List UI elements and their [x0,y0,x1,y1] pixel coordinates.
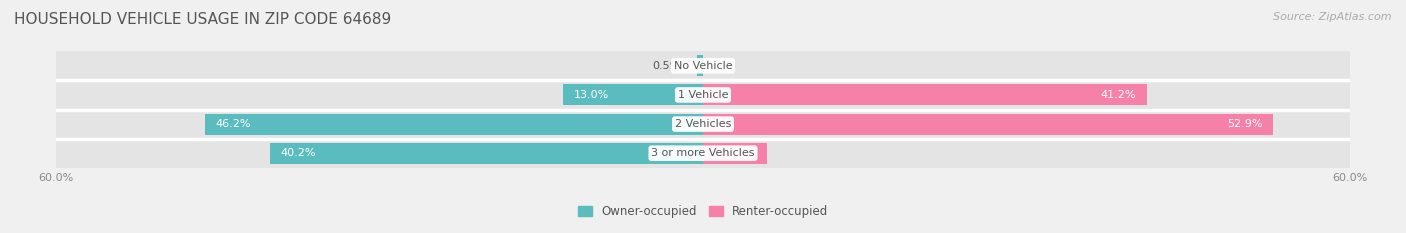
Text: 40.2%: 40.2% [280,148,316,158]
Text: 1 Vehicle: 1 Vehicle [678,90,728,100]
Bar [56,51,1350,80]
Text: No Vehicle: No Vehicle [673,61,733,71]
Text: 0.59%: 0.59% [652,61,688,71]
Text: 5.9%: 5.9% [727,148,756,158]
Bar [562,85,703,105]
Bar [696,55,703,76]
Bar [56,139,1350,168]
Bar [270,143,703,164]
Bar [703,143,766,164]
Bar [56,110,1350,139]
Text: 13.0%: 13.0% [574,90,609,100]
Bar [703,113,1274,134]
Text: HOUSEHOLD VEHICLE USAGE IN ZIP CODE 64689: HOUSEHOLD VEHICLE USAGE IN ZIP CODE 6468… [14,12,391,27]
Text: 3 or more Vehicles: 3 or more Vehicles [651,148,755,158]
Bar [703,85,1147,105]
Text: 46.2%: 46.2% [215,119,252,129]
Text: 2 Vehicles: 2 Vehicles [675,119,731,129]
Bar [56,80,1350,110]
Bar [205,113,703,134]
Text: 52.9%: 52.9% [1227,119,1263,129]
Text: 41.2%: 41.2% [1101,90,1136,100]
Legend: Owner-occupied, Renter-occupied: Owner-occupied, Renter-occupied [572,200,834,223]
Text: Source: ZipAtlas.com: Source: ZipAtlas.com [1274,12,1392,22]
